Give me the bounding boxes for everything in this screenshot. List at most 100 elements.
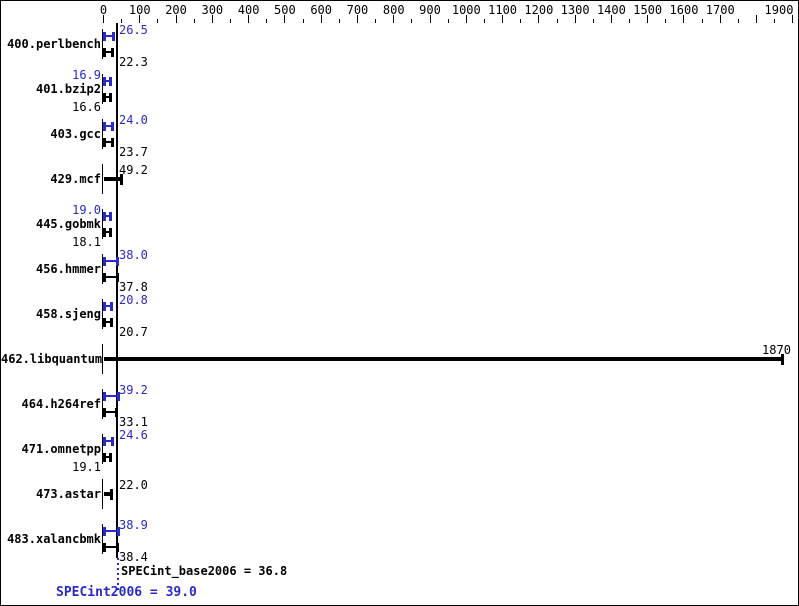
axis-tick-major: [647, 15, 649, 23]
axis-tick-label: 200: [165, 3, 187, 17]
axis-tick-major: [320, 15, 322, 23]
axis-tick-minor: [737, 19, 739, 23]
base-value-label: 19.1: [72, 460, 101, 474]
row-bracket: [102, 299, 103, 329]
base-bar: [103, 231, 111, 233]
row-bracket: [102, 209, 103, 239]
peak-bar: [103, 440, 113, 442]
peak-mean-line: [116, 558, 119, 591]
row-bracket: [102, 524, 103, 554]
axis-tick-minor: [229, 19, 231, 23]
axis-tick-major: [211, 15, 213, 23]
single-bar: [103, 357, 782, 361]
axis-tick-minor: [520, 19, 522, 23]
axis-tick-major: [756, 15, 758, 23]
axis-tick-minor: [592, 19, 594, 23]
single-bar-cap-right: [120, 174, 124, 185]
axis-tick-label: 0: [99, 3, 108, 17]
axis-tick-major: [465, 15, 467, 23]
base-bar-cap-right: [114, 408, 118, 417]
axis-tick-minor: [483, 19, 485, 23]
peak-value-label: 20.8: [119, 293, 148, 307]
peak-value-label: 24.6: [119, 428, 148, 442]
axis-tick-label: 500: [274, 3, 296, 17]
base-value-label: 18.1: [72, 235, 101, 249]
base-value-label: 23.7: [119, 145, 148, 159]
axis-tick-minor: [157, 19, 159, 23]
base-mean-line: [115, 23, 118, 558]
axis-tick-major: [683, 15, 685, 23]
axis-tick-minor: [411, 19, 413, 23]
axis-tick-major: [429, 15, 431, 23]
axis-tick-label: 900: [419, 3, 441, 17]
benchmark-label: 471.omnetpp: [21, 442, 101, 456]
axis-tick-major: [792, 15, 794, 23]
peak-bar: [103, 305, 112, 307]
peak-bar: [103, 80, 110, 82]
benchmark-label: 403.gcc: [50, 127, 101, 141]
axis-tick-label: 1300: [560, 3, 590, 17]
specint-base2006-summary: SPECint_base2006 = 36.8: [121, 564, 288, 578]
axis-tick-label: 1200: [524, 3, 554, 17]
axis-tick-minor: [121, 19, 123, 23]
peak-value-label: 24.0: [119, 113, 148, 127]
axis-tick-label: 400: [237, 3, 260, 17]
single-bar-cap-right: [110, 489, 114, 500]
peak-bar: [103, 35, 114, 37]
axis-tick-major: [103, 15, 104, 23]
peak-bar-cap-right: [108, 77, 112, 86]
row-bracket: [102, 479, 103, 509]
base-value-label: 38.4: [119, 550, 148, 564]
benchmark-label: 483.xalancbmk: [7, 532, 101, 546]
axis-tick-major: [284, 15, 286, 23]
peak-bar-cap-right: [112, 32, 116, 41]
axis-tick-minor: [701, 19, 703, 23]
axis-tick-label: 300: [201, 3, 224, 17]
peak-bar: [103, 215, 111, 217]
row-bracket: [102, 434, 103, 464]
axis-tick-major: [502, 15, 504, 23]
peak-value-label: 19.0: [72, 203, 101, 217]
peak-bar: [103, 530, 118, 532]
single-value-label: 1870: [762, 343, 791, 357]
peak-bar-cap-right: [109, 212, 113, 221]
axis-tick-minor: [665, 19, 667, 23]
axis-tick-label: 1400: [596, 3, 626, 17]
base-bar: [103, 546, 118, 548]
base-bar-cap-right: [116, 273, 120, 282]
base-value-label: 20.7: [119, 325, 148, 339]
axis-tick-major: [248, 15, 250, 23]
axis-tick-label: 800: [382, 3, 405, 17]
base-bar-cap-right: [110, 318, 113, 327]
axis-tick-major: [139, 15, 141, 23]
base-bar-cap-right: [109, 453, 113, 462]
axis-tick-label: 1500: [633, 3, 663, 17]
axis-tick-label: 1700: [705, 3, 735, 17]
axis-tick-label: 1600: [669, 3, 699, 17]
peak-value-label: 39.2: [119, 383, 148, 397]
row-bracket: [102, 119, 103, 149]
base-bar: [103, 51, 112, 53]
axis-tick-minor: [266, 19, 268, 23]
benchmark-label: 473.astar: [35, 487, 101, 501]
peak-value-label: 38.9: [119, 518, 148, 532]
axis-tick-minor: [774, 19, 776, 23]
base-value-label: 33.1: [119, 415, 148, 429]
axis-tick-label: 100: [128, 3, 151, 17]
axis-tick-major: [393, 15, 395, 23]
single-bar-cap-right: [780, 354, 784, 365]
single-value-label: 49.2: [119, 163, 148, 177]
specint2006-summary: SPECint2006 = 39.0: [56, 585, 197, 600]
axis-tick-minor: [447, 19, 449, 23]
peak-bar-cap-right: [116, 257, 120, 266]
row-bracket: [102, 254, 103, 284]
base-bar: [103, 456, 111, 458]
benchmark-label: 401.bzip2: [35, 82, 101, 96]
top-axis-ruler: 0 100 200 300 400 500 600 700 800 900 1000 1100 1200…: [1, 1, 798, 23]
benchmark-label: 464.h264ref: [21, 397, 101, 411]
base-bar: [103, 276, 118, 278]
benchmark-label: 456.hmmer: [35, 262, 101, 276]
base-bar: [103, 96, 110, 98]
